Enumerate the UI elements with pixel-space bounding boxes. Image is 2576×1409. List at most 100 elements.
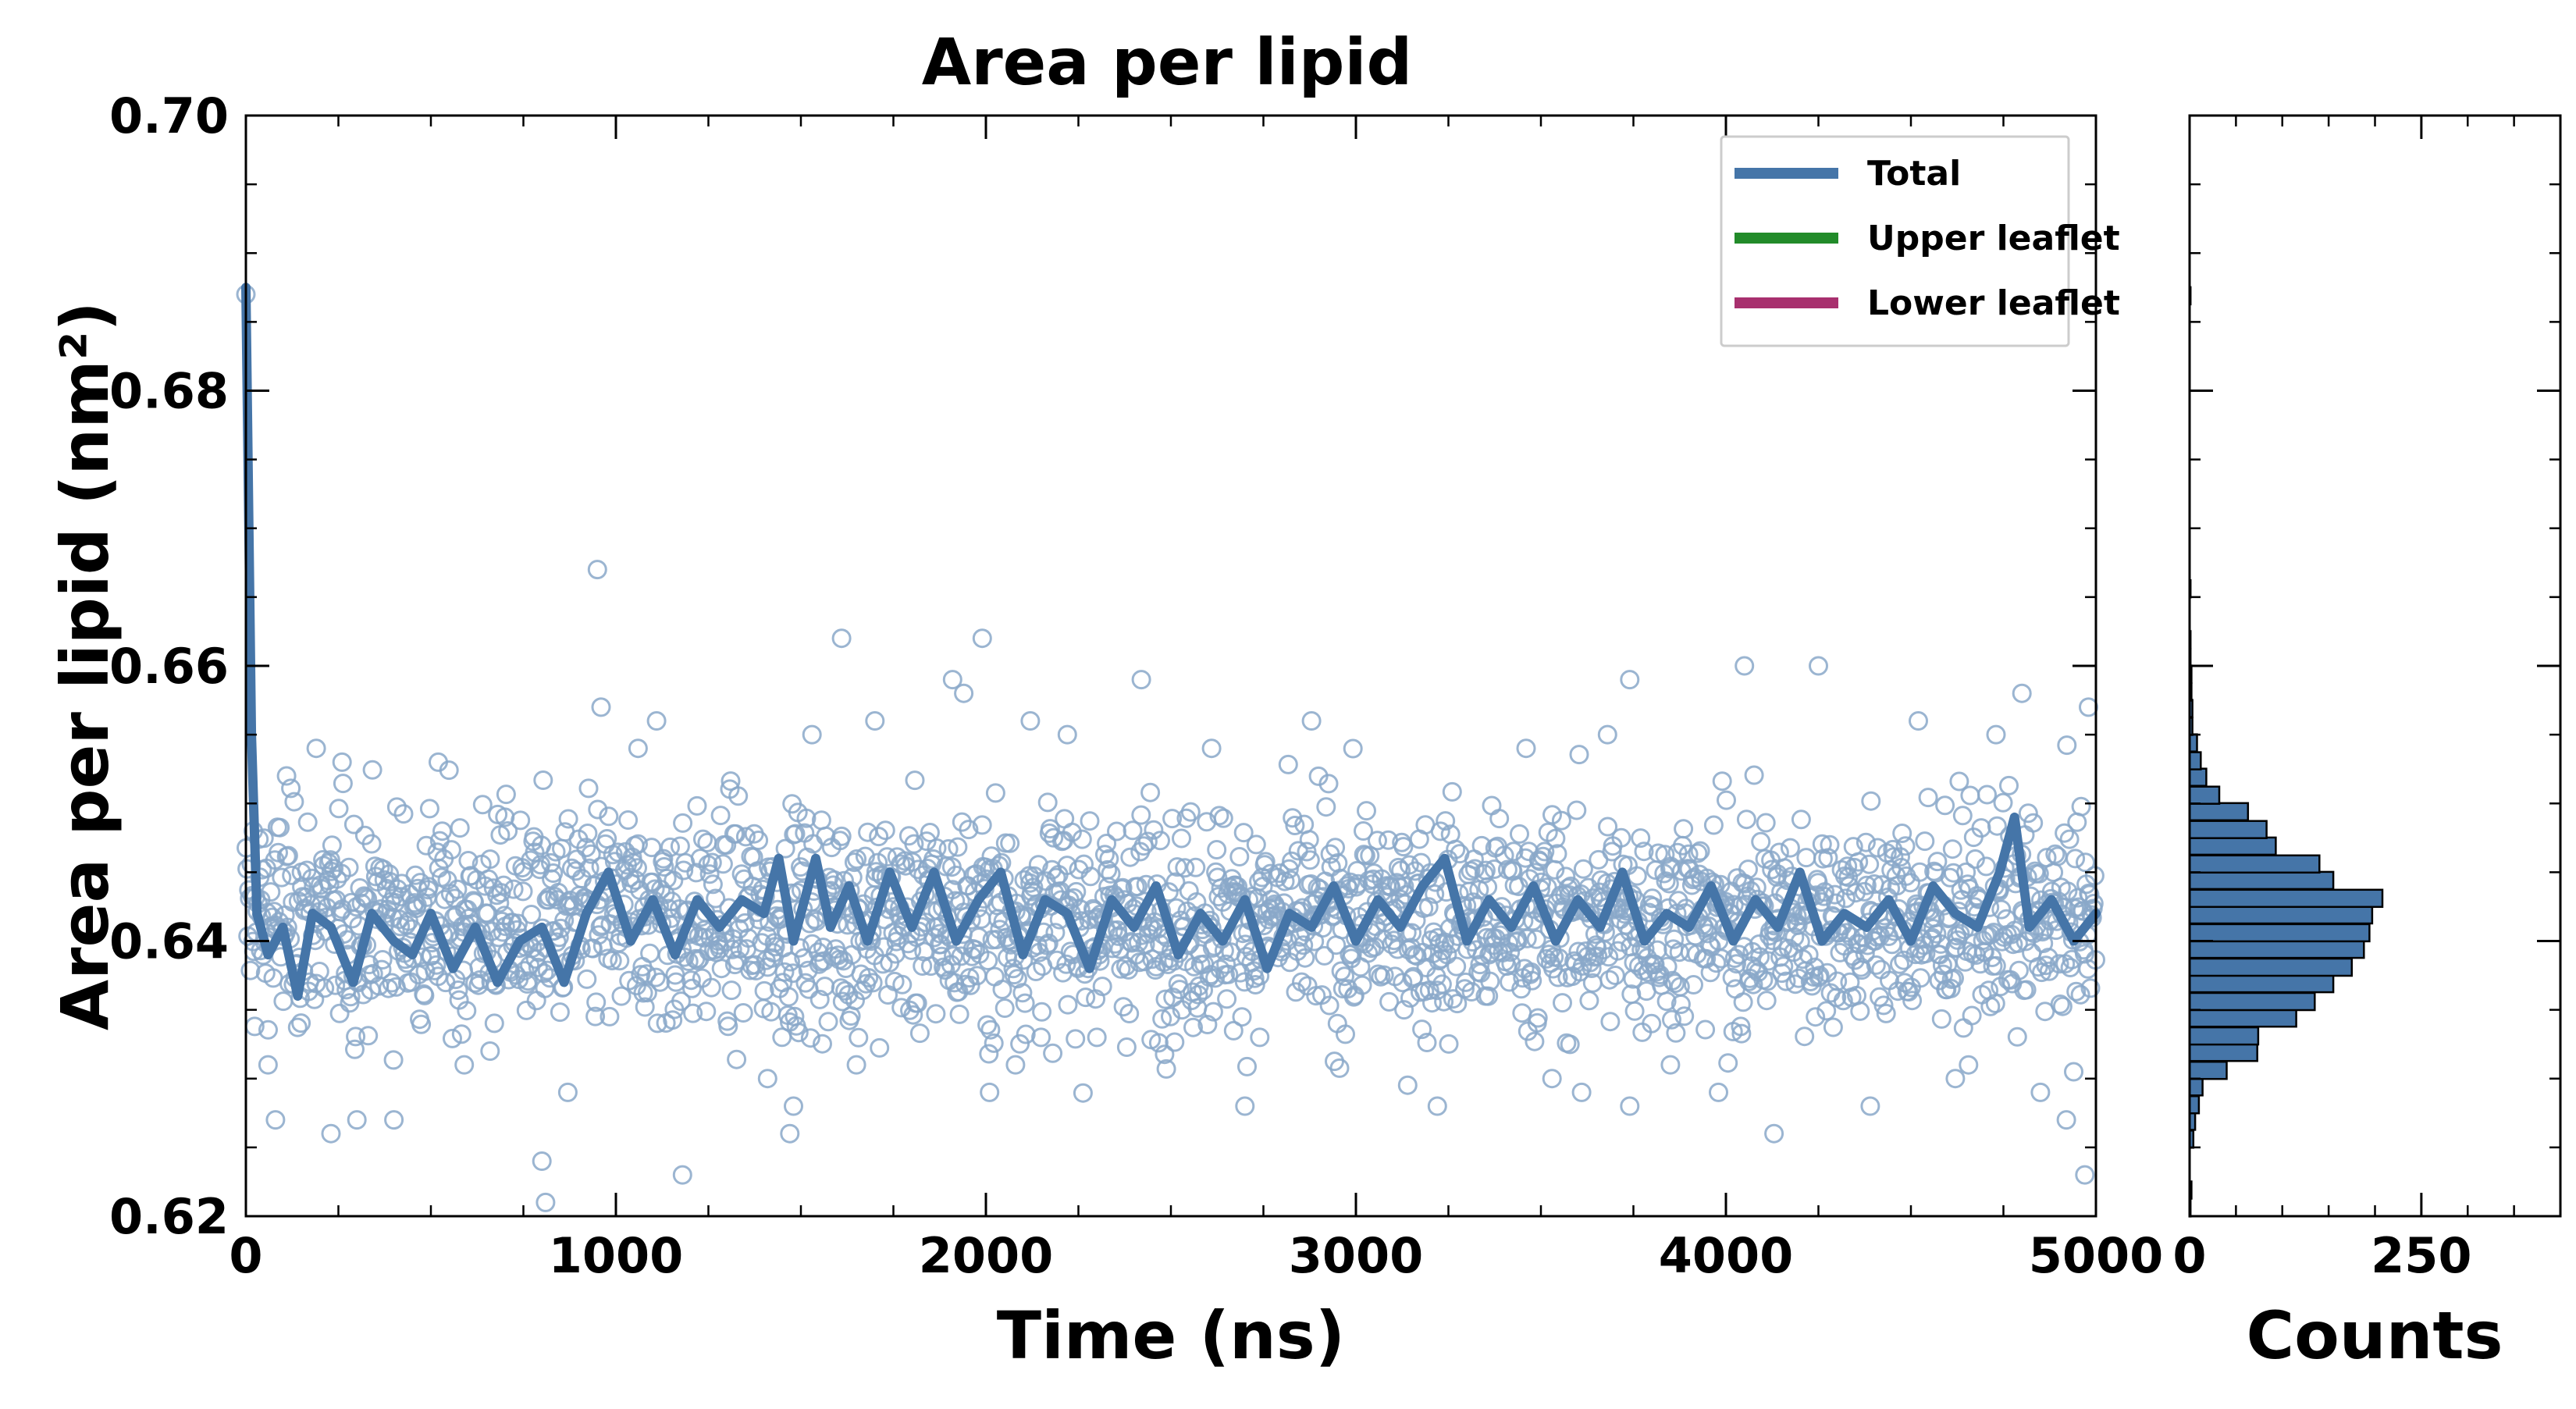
data-point — [869, 827, 889, 847]
data-point — [1525, 1031, 1545, 1051]
data-point — [1910, 968, 1930, 988]
data-point — [1892, 824, 1912, 843]
histogram-bar — [2188, 836, 2277, 856]
data-point — [1945, 1069, 1966, 1089]
data-point — [390, 909, 410, 930]
histogram-bar — [2188, 973, 2335, 994]
data-point — [1123, 820, 1143, 841]
data-point — [831, 826, 852, 846]
data-point — [909, 1023, 930, 1044]
data-point — [984, 1033, 1004, 1053]
data-point — [1546, 828, 1566, 849]
data-point — [358, 889, 378, 909]
data-point — [464, 892, 484, 913]
data-point — [1567, 800, 1587, 820]
data-point — [484, 1013, 504, 1034]
data-point — [1638, 902, 1659, 923]
data-point — [905, 770, 925, 791]
data-point — [1806, 1007, 1826, 1027]
data-point — [1480, 971, 1500, 991]
data-point — [2005, 920, 2025, 941]
data-point — [532, 1151, 552, 1171]
y-axis-label: Area per lipid (nm²) — [47, 301, 123, 1030]
data-point — [966, 940, 985, 960]
data-point — [916, 831, 937, 852]
data-point — [1756, 813, 1776, 833]
data-point — [1208, 867, 1228, 888]
data-point — [261, 882, 281, 902]
data-point — [694, 927, 714, 948]
data-point — [1354, 821, 1373, 841]
data-point — [2075, 1165, 2095, 1185]
data-point — [451, 1024, 471, 1044]
data-point — [788, 1023, 809, 1043]
data-point — [610, 951, 630, 971]
data-point — [1325, 838, 1346, 858]
data-point — [1212, 929, 1232, 949]
data-point — [646, 967, 666, 987]
data-point — [1642, 888, 1663, 909]
data-point — [1379, 991, 1400, 1012]
data-point — [2066, 981, 2087, 1002]
data-point — [2049, 954, 2069, 974]
data-point — [1999, 775, 2019, 795]
data-point — [322, 835, 342, 856]
data-point — [1066, 1029, 1086, 1049]
data-point — [1278, 754, 1298, 774]
data-point — [1072, 829, 1092, 849]
data-point — [1203, 1002, 1223, 1022]
data-point — [372, 959, 392, 980]
data-point — [2055, 823, 2075, 843]
y-tick-label: 0.66 — [109, 638, 229, 695]
data-point — [1316, 797, 1336, 817]
data-point — [1950, 923, 1970, 944]
data-point — [1037, 792, 1058, 813]
data-point — [863, 973, 883, 993]
data-point — [1281, 870, 1300, 890]
data-point — [1446, 956, 1467, 977]
data-point — [1340, 872, 1361, 892]
data-point — [2064, 1062, 2083, 1082]
data-point — [1528, 1008, 1548, 1028]
data-point — [1155, 1044, 1175, 1065]
data-point — [1977, 785, 1997, 805]
data-point — [1696, 948, 1717, 969]
data-point — [591, 697, 611, 717]
data-point — [1583, 888, 1603, 908]
data-point — [2070, 984, 2090, 1005]
data-point — [1678, 844, 1699, 864]
histogram-bar — [2188, 923, 2371, 943]
data-point — [1076, 987, 1096, 1008]
data-point — [1820, 834, 1840, 855]
data-point — [1056, 954, 1076, 974]
data-point — [1507, 930, 1528, 951]
data-point — [276, 766, 297, 786]
histogram-bar — [2188, 1026, 2260, 1046]
histogram-x-tick-label: 250 — [2371, 1227, 2471, 1284]
data-point — [448, 980, 468, 1000]
data-point — [493, 875, 514, 895]
data-point — [1209, 806, 1229, 826]
data-point — [258, 1055, 278, 1075]
data-point — [1020, 711, 1041, 731]
data-point — [2084, 866, 2105, 886]
data-point — [1120, 847, 1140, 867]
data-point — [602, 951, 622, 971]
data-point — [1352, 975, 1372, 995]
histogram-plot: 0 250 Counts — [2172, 114, 2562, 1374]
data-point — [1850, 1001, 1870, 1021]
data-point — [1186, 857, 1206, 877]
data-point — [1282, 851, 1302, 871]
data-point — [287, 1017, 308, 1037]
data-point — [1517, 928, 1537, 948]
data-point — [581, 844, 601, 864]
data-point — [710, 806, 731, 826]
data-point — [1087, 1027, 1107, 1048]
data-point — [1815, 882, 1835, 902]
histogram-bar — [2188, 767, 2208, 787]
data-point — [1382, 934, 1402, 955]
data-point — [1015, 993, 1035, 1013]
data-point — [272, 867, 292, 888]
data-point — [521, 905, 542, 924]
